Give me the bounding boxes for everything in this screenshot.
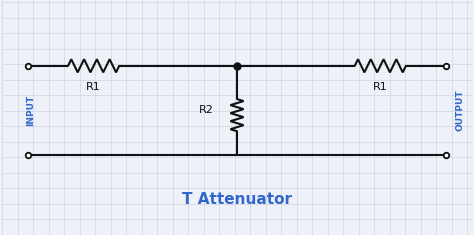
Text: R1: R1	[373, 82, 388, 92]
Text: R1: R1	[86, 82, 101, 92]
Text: OUTPUT: OUTPUT	[456, 90, 465, 131]
Text: R2: R2	[199, 106, 213, 115]
Text: T Attenuator: T Attenuator	[182, 192, 292, 207]
Text: INPUT: INPUT	[26, 95, 35, 126]
